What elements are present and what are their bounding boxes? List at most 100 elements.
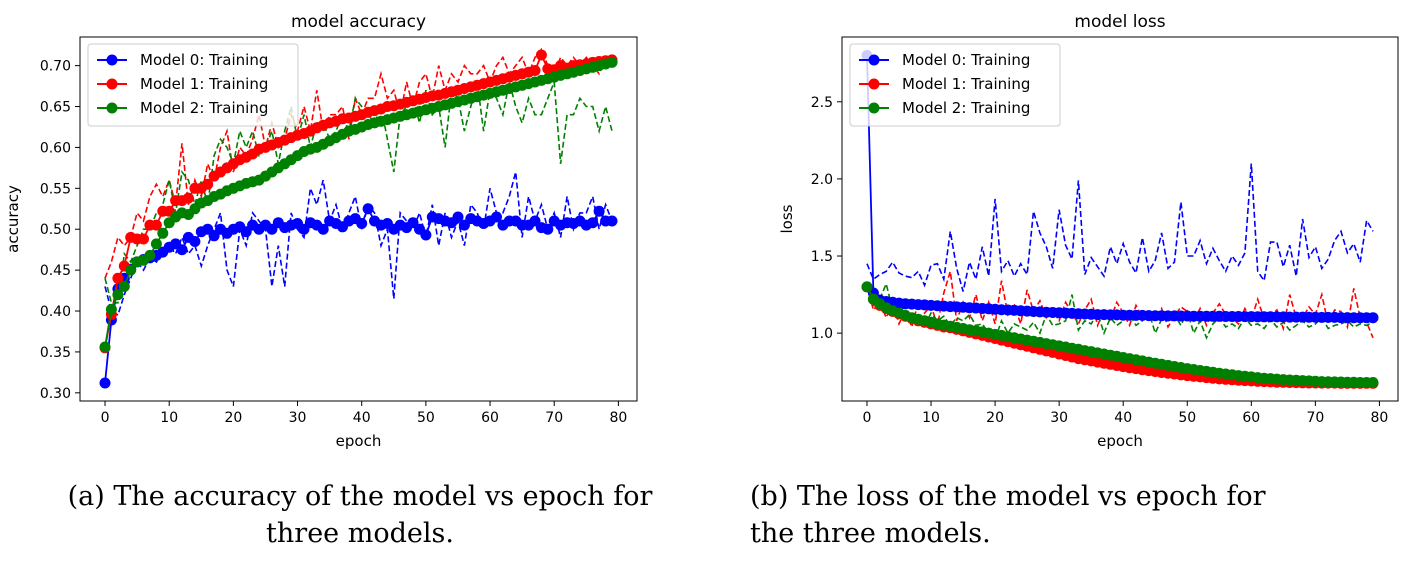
accuracy-series-0-point <box>491 211 502 223</box>
accuracy-legend-label: Model 0: Training <box>140 51 268 69</box>
accuracy-series-4-point <box>144 249 156 261</box>
accuracy-ytick-label: 0.45 <box>40 263 71 279</box>
accuracy-xtick-label: 30 <box>289 410 307 426</box>
loss-series-0-point <box>1367 312 1379 324</box>
accuracy-series-0-point <box>593 205 605 217</box>
loss-xtick-label: 70 <box>1306 410 1324 426</box>
accuracy-series-1-line <box>104 171 613 317</box>
accuracy-series-4-point <box>157 227 169 239</box>
loss-xtick-label: 30 <box>1050 410 1068 426</box>
accuracy-chart-title: model accuracy <box>291 12 426 32</box>
loss-legend-box <box>849 43 1061 127</box>
loss-series-3-line <box>866 271 1374 339</box>
loss-series-4-point <box>861 281 873 293</box>
accuracy-series-2-point <box>182 192 194 204</box>
accuracy-ytick-label: 0.30 <box>40 386 71 402</box>
loss-xtick-label: 60 <box>1242 410 1260 426</box>
accuracy-ytick-label: 0.60 <box>40 140 71 156</box>
accuracy-xtick-label: 50 <box>417 410 435 426</box>
accuracy-series-0-point <box>176 244 188 256</box>
loss-legend-label: Model 1: Training <box>902 75 1030 93</box>
loss-ytick-label: 1.5 <box>811 249 833 265</box>
accuracy-xtick-label: 0 <box>101 410 110 426</box>
accuracy-series-5-line <box>104 81 613 304</box>
accuracy-axes-frame <box>79 36 638 402</box>
accuracy-series-4-point <box>118 281 130 292</box>
accuracy-series-0-point <box>606 215 618 227</box>
accuracy-series-4-point <box>112 289 124 301</box>
loss-legend-marker <box>868 78 880 90</box>
loss-xtick-label: 10 <box>922 410 940 426</box>
accuracy-xtick-label: 70 <box>545 410 563 426</box>
loss-series-4-point <box>1367 377 1379 388</box>
loss-xtick-label: 20 <box>986 410 1004 426</box>
accuracy-legend-marker <box>106 102 118 114</box>
loss-chart-title: model loss <box>1074 12 1165 32</box>
accuracy-chart: model accuracy 0 10 20 30 40 50 60 70 80 0.30 0.35 0… <box>4 12 638 450</box>
accuracy-series-0-point <box>542 223 554 235</box>
accuracy-xtick-label: 20 <box>224 410 242 426</box>
caption-a-line2: three models. <box>266 518 454 549</box>
accuracy-series-2-point <box>112 272 124 284</box>
accuracy-legend-marker <box>106 78 118 90</box>
loss-ytick-label: 2.5 <box>811 95 833 111</box>
loss-legend-label: Model 2: Training <box>902 99 1030 117</box>
loss-ytick-label: 1.0 <box>811 326 833 342</box>
accuracy-y-axis-label: accuracy <box>4 185 22 253</box>
caption-b-line2: the three models. <box>750 518 991 549</box>
loss-ytick-label: 2.0 <box>811 172 833 188</box>
loss-axes-frame <box>841 36 1399 402</box>
caption-a-line1: (a) The accuracy of the model vs epoch f… <box>67 481 653 512</box>
accuracy-series-4-point <box>150 238 162 250</box>
accuracy-series-4-point <box>99 341 111 353</box>
loss-xtick-label: 0 <box>863 410 872 426</box>
accuracy-xtick-label: 80 <box>609 410 627 426</box>
caption-a: (a) The accuracy of the model vs epoch f… <box>60 478 660 552</box>
accuracy-series-4-point <box>105 303 117 315</box>
accuracy-xtick-label: 60 <box>481 410 499 426</box>
accuracy-series-2-point <box>202 178 214 190</box>
loss-x-axis-label: epoch <box>1097 432 1143 450</box>
accuracy-series-0-point <box>99 377 111 389</box>
accuracy-ytick-label: 0.35 <box>40 345 71 361</box>
accuracy-series-0-point <box>189 236 201 247</box>
caption-b: (b) The loss of the model vs epoch for t… <box>750 478 1390 552</box>
loss-series-1-line <box>866 163 1374 292</box>
loss-legend: Model 0: Training Model 1: Training Model … <box>849 43 1061 127</box>
accuracy-series-4-point <box>606 56 618 68</box>
figure: model accuracy 0 10 20 30 40 50 60 70 80 0.30 0.35 0… <box>4 12 1399 450</box>
accuracy-series-0-point <box>587 217 599 229</box>
loss-legend-label: Model 0: Training <box>902 51 1030 69</box>
accuracy-x-axis-label: epoch <box>336 432 382 450</box>
accuracy-ytick-label: 0.40 <box>40 304 71 320</box>
loss-xtick-label: 40 <box>1114 410 1132 426</box>
accuracy-ytick-label: 0.55 <box>40 181 71 197</box>
accuracy-legend-label: Model 2: Training <box>140 99 268 117</box>
accuracy-series-2-point <box>535 49 547 61</box>
loss-xtick-label: 80 <box>1371 410 1389 426</box>
accuracy-series-4-point <box>125 264 137 276</box>
accuracy-legend-marker <box>106 54 118 66</box>
accuracy-legend-box <box>87 43 299 127</box>
accuracy-series-0-point <box>317 223 329 235</box>
accuracy-series-2-point <box>150 219 162 231</box>
loss-xtick-label: 50 <box>1178 410 1196 426</box>
loss-chart: model loss 0 10 20 30 40 50 60 70 80 1.0 1.5 2.0 2.5 e… <box>778 12 1399 450</box>
loss-y-axis-label: loss <box>778 204 796 233</box>
caption-b-line1: (b) The loss of the model vs epoch for <box>750 481 1266 512</box>
accuracy-series-2-point <box>138 233 149 245</box>
accuracy-xtick-label: 40 <box>353 410 371 426</box>
accuracy-series-0-point <box>356 218 368 229</box>
accuracy-series-2-point <box>529 65 541 76</box>
accuracy-series-0-line <box>104 206 612 384</box>
accuracy-ytick-label: 0.70 <box>40 59 71 75</box>
loss-legend-marker <box>868 54 880 66</box>
loss-legend-marker <box>868 102 880 114</box>
accuracy-series-0-point <box>362 203 374 215</box>
accuracy-legend-label: Model 1: Training <box>140 75 268 93</box>
accuracy-series-0-point <box>452 211 464 223</box>
accuracy-legend: Model 0: Training Model 1: Training Model … <box>87 43 299 127</box>
accuracy-ytick-label: 0.65 <box>40 100 71 116</box>
accuracy-ytick-label: 0.50 <box>40 222 71 238</box>
accuracy-xtick-label: 10 <box>160 410 178 426</box>
